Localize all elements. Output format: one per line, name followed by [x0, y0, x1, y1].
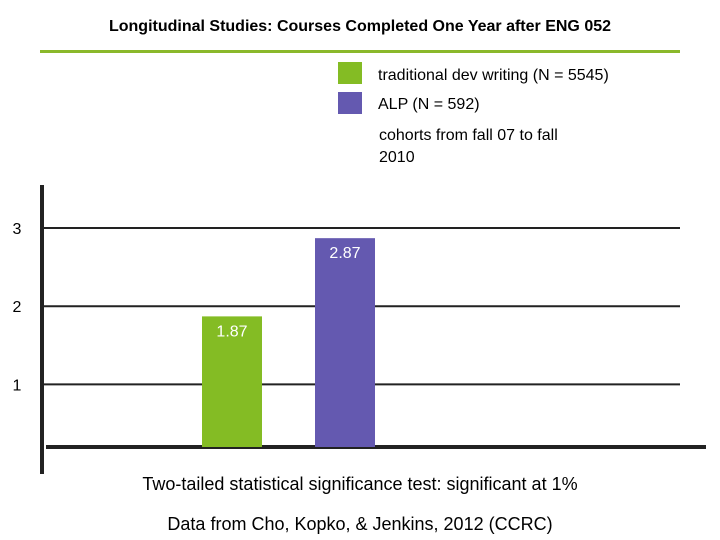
bar-traditional	[202, 316, 262, 447]
bar-alp	[315, 238, 375, 447]
cohort-note-line-2: 2010	[379, 149, 415, 166]
y-tick-label-3: 3	[13, 221, 22, 238]
data-label-alp: 2.87	[329, 245, 360, 262]
y-tick-label-2: 2	[13, 299, 22, 316]
significance-note: Two-tailed statistical significance test…	[142, 474, 578, 494]
y-tick-label-1: 1	[13, 377, 22, 394]
legend-label-traditional: traditional dev writing (N = 5545)	[378, 67, 609, 84]
legend-swatch-alp	[338, 92, 362, 114]
cohort-note-line-1: cohorts from fall 07 to fall	[379, 127, 558, 144]
title-underline	[40, 50, 680, 53]
legend-swatch-traditional	[338, 62, 362, 84]
data-source-note: Data from Cho, Kopko, & Jenkins, 2012 (C…	[167, 514, 553, 534]
chart-title: Longitudinal Studies: Courses Completed …	[108, 18, 612, 35]
legend-label-alp: ALP (N = 592)	[378, 96, 480, 113]
data-label-traditional: 1.87	[216, 323, 247, 340]
